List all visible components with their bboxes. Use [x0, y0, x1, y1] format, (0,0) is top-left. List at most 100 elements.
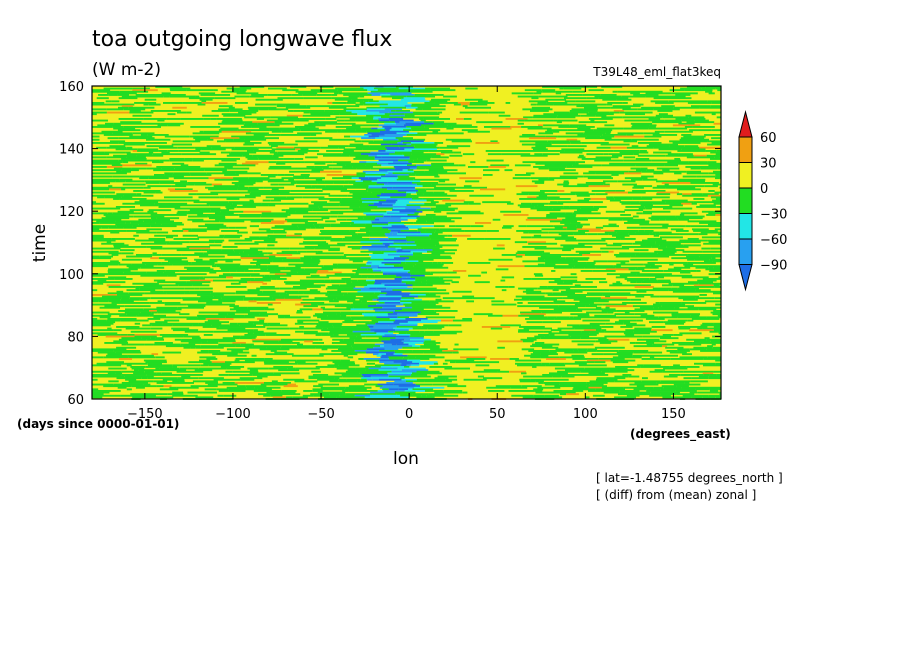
- field-streak: [344, 120, 355, 122]
- field-streak: [702, 236, 721, 238]
- colorbar-tick-label: −90: [760, 259, 787, 274]
- field-streak: [133, 150, 137, 152]
- field-streak: [597, 147, 611, 149]
- field-streak: [240, 286, 247, 288]
- field-streak: [459, 177, 482, 179]
- field-streak: [187, 89, 214, 91]
- field-streak: [367, 363, 375, 365]
- field-streak: [465, 180, 479, 182]
- field-streak: [670, 89, 685, 91]
- field-streak: [454, 104, 461, 106]
- field-streak: [489, 259, 513, 261]
- field-streak: [292, 355, 297, 357]
- field-streak: [606, 211, 625, 213]
- field-streak: [146, 139, 170, 141]
- field-streak: [702, 176, 716, 178]
- y-tick-label: 140: [59, 143, 84, 158]
- field-streak: [256, 99, 283, 101]
- field-streak: [463, 392, 468, 394]
- field-streak: [183, 204, 202, 206]
- field-streak: [200, 288, 213, 290]
- field-streak: [268, 168, 297, 170]
- field-streak: [514, 299, 530, 301]
- field-streak: [715, 360, 721, 362]
- field-streak: [92, 142, 119, 144]
- field-streak: [646, 318, 665, 320]
- field-streak: [507, 203, 514, 205]
- field-streak: [155, 356, 164, 358]
- field-streak: [542, 198, 548, 200]
- field-streak: [161, 382, 167, 384]
- field-streak: [291, 190, 319, 192]
- field-streak: [367, 276, 376, 278]
- field-streak: [439, 180, 445, 182]
- field-streak: [521, 236, 531, 238]
- field-streak: [568, 145, 587, 147]
- field-streak: [430, 96, 435, 98]
- field-streak: [173, 324, 193, 326]
- field-streak: [248, 129, 269, 131]
- field-streak: [517, 302, 522, 304]
- field-streak: [166, 292, 184, 294]
- field-streak: [162, 336, 183, 338]
- field-streak: [654, 97, 675, 99]
- field-streak: [673, 291, 685, 293]
- field-streak: [110, 232, 119, 234]
- field-streak: [682, 195, 708, 197]
- field-streak: [144, 104, 149, 106]
- field-streak: [372, 94, 381, 96]
- field-streak: [557, 283, 573, 285]
- field-streak: [231, 283, 241, 285]
- field-streak: [594, 260, 608, 262]
- field-streak: [572, 267, 584, 269]
- field-streak: [151, 324, 172, 326]
- field-streak: [131, 331, 157, 333]
- field-streak: [564, 88, 582, 90]
- field-streak: [578, 240, 606, 242]
- field-streak: [464, 379, 487, 381]
- field-streak: [512, 92, 534, 94]
- field-streak: [255, 104, 276, 106]
- field-streak: [207, 139, 213, 141]
- field-streak: [655, 276, 664, 278]
- field-streak: [480, 188, 505, 190]
- field-streak: [554, 318, 581, 320]
- field-streak: [419, 113, 440, 115]
- field-streak: [317, 304, 328, 306]
- field-streak: [177, 371, 204, 373]
- field-streak: [631, 256, 657, 258]
- field-streak: [606, 305, 633, 307]
- field-streak: [169, 160, 192, 162]
- field-streak: [594, 361, 605, 363]
- field-streak: [278, 184, 294, 186]
- field-streak: [214, 89, 218, 91]
- field-streak: [148, 318, 161, 320]
- field-streak: [311, 371, 321, 373]
- field-streak: [488, 112, 505, 114]
- field-streak: [317, 182, 333, 184]
- field-streak: [413, 284, 433, 286]
- field-streak: [160, 388, 179, 390]
- field-streak: [325, 238, 331, 240]
- field-streak: [279, 203, 309, 205]
- field-streak: [264, 342, 292, 344]
- field-streak: [267, 232, 274, 234]
- field-streak: [118, 387, 123, 389]
- field-streak: [616, 99, 631, 101]
- field-streak: [601, 251, 609, 253]
- x-tick-label: −100: [215, 407, 251, 422]
- field-streak: [637, 320, 643, 322]
- field-streak: [157, 382, 162, 384]
- field-streak: [677, 193, 682, 195]
- field-streak: [98, 172, 122, 174]
- field-streak: [268, 134, 281, 136]
- field-streak: [263, 200, 271, 202]
- field-streak: [337, 131, 366, 133]
- field-streak: [137, 150, 149, 152]
- field-streak: [418, 313, 439, 315]
- field-streak: [623, 160, 651, 162]
- field-streak: [142, 324, 151, 326]
- field-streak: [272, 260, 296, 262]
- field-streak: [106, 100, 112, 102]
